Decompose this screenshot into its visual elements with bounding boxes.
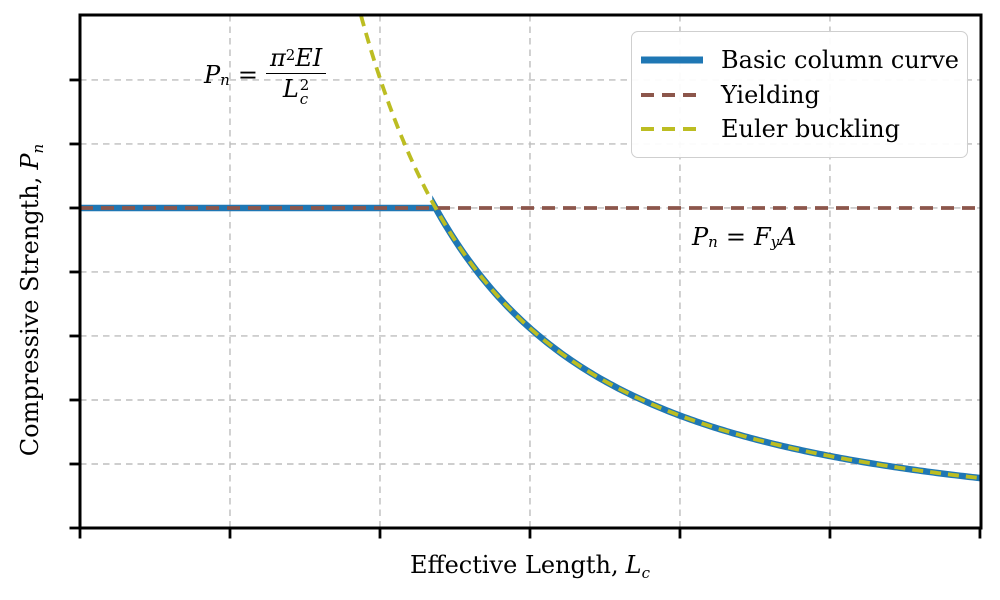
y-axis-label-var: P — [16, 153, 44, 170]
legend-item: Basic column curve — [640, 48, 959, 72]
pi-symbol: π — [269, 44, 286, 72]
legend-label: Yielding — [721, 80, 820, 109]
y-axis-label-text: Compressive Strength, — [16, 176, 44, 457]
euler-EI: EI — [295, 44, 323, 72]
euler-lhs: P — [204, 61, 221, 90]
yield-lhs-sub: n — [708, 233, 718, 251]
series-euler-buckling — [358, 15, 981, 481]
x-axis-label-text: Effective Length, — [410, 551, 619, 579]
yield-equals: = — [725, 223, 746, 251]
y-axis-label: Compressive Strength, Pn — [16, 143, 47, 457]
legend: Basic column curve Yielding Euler buckling — [631, 31, 968, 158]
legend-line-sample — [641, 56, 703, 64]
legend-item: Yielding — [640, 83, 955, 107]
euler-equals: = — [237, 61, 258, 90]
legend-item: Euler buckling — [640, 117, 955, 141]
euler-L-sub: c — [299, 90, 309, 109]
x-axis-label: Effective Length, Lc — [410, 551, 650, 582]
yield-lhs: P — [692, 223, 709, 251]
euler-numerator: π2EI — [265, 44, 327, 75]
legend-label: Basic column curve — [721, 46, 960, 75]
euler-L: L — [282, 74, 299, 103]
yield-F: F — [753, 223, 771, 251]
plot-spines — [78, 13, 983, 530]
euler-lhs-sub: n — [220, 71, 230, 90]
yield-A: A — [779, 223, 797, 251]
legend-label: Euler buckling — [721, 114, 900, 143]
yield-F-sub: y — [770, 233, 780, 251]
y-axis-label-sub: n — [29, 143, 47, 154]
x-axis-label-sub: c — [641, 564, 650, 582]
legend-line-sample — [641, 126, 703, 131]
legend-line-sample — [641, 92, 703, 97]
x-axis-label-var: L — [625, 551, 642, 579]
euler-L-exp: 2 — [299, 76, 310, 95]
pi-exponent: 2 — [285, 46, 296, 64]
